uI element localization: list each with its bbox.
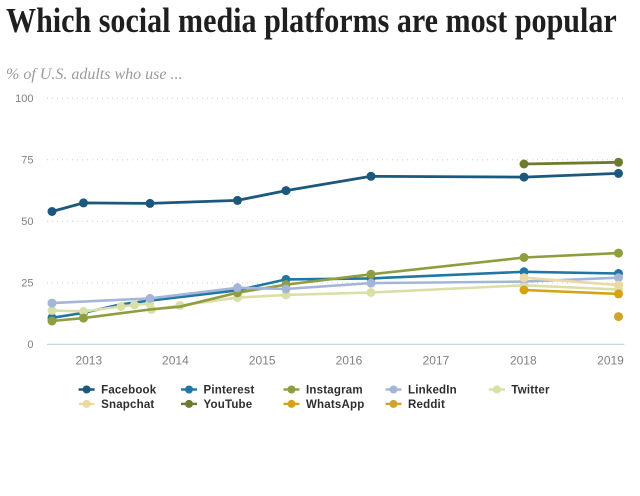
svg-text:LinkedIn: LinkedIn bbox=[408, 385, 457, 397]
svg-text:Facebook: Facebook bbox=[101, 385, 157, 397]
svg-text:2013: 2013 bbox=[75, 354, 102, 368]
svg-text:2019: 2019 bbox=[597, 354, 624, 368]
svg-text:2016: 2016 bbox=[336, 354, 363, 368]
svg-text:25: 25 bbox=[21, 278, 33, 290]
svg-text:2015: 2015 bbox=[249, 354, 276, 368]
svg-text:Reddit: Reddit bbox=[408, 399, 445, 411]
svg-text:2014: 2014 bbox=[162, 354, 189, 368]
svg-text:Pinterest: Pinterest bbox=[204, 385, 255, 397]
svg-text:75: 75 bbox=[21, 155, 33, 167]
svg-text:WhatsApp: WhatsApp bbox=[306, 399, 364, 411]
svg-text:0: 0 bbox=[27, 339, 33, 351]
svg-text:Twitter: Twitter bbox=[511, 385, 550, 397]
svg-text:2018: 2018 bbox=[510, 354, 537, 368]
svg-text:100: 100 bbox=[15, 93, 33, 105]
svg-text:Instagram: Instagram bbox=[306, 385, 363, 397]
svg-text:2017: 2017 bbox=[423, 354, 450, 368]
svg-text:YouTube: YouTube bbox=[204, 399, 253, 411]
svg-text:Snapchat: Snapchat bbox=[101, 399, 154, 411]
svg-text:50: 50 bbox=[21, 216, 33, 228]
